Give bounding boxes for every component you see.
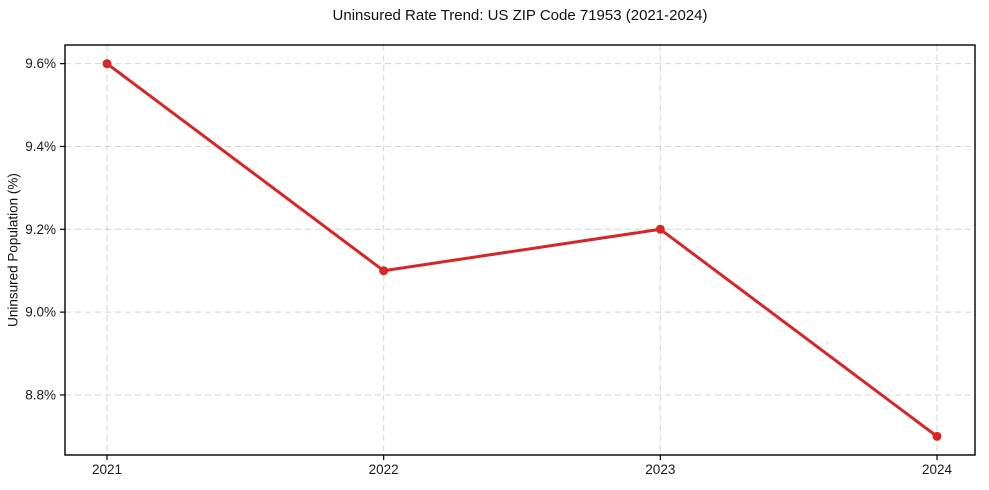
- y-tick-label: 9.2%: [25, 222, 56, 237]
- data-point-marker: [379, 266, 389, 276]
- x-tick-label: 2022: [369, 462, 399, 477]
- y-tick-label: 8.8%: [25, 387, 56, 402]
- x-tick-label: 2021: [92, 462, 122, 477]
- series-line: [105, 62, 939, 438]
- x-tick-label: 2024: [922, 462, 953, 477]
- data-point-marker: [932, 431, 942, 441]
- data-point-marker: [655, 224, 665, 234]
- x-tick-label: 2023: [645, 462, 675, 477]
- y-tick-label: 9.6%: [25, 56, 56, 71]
- chart-title: Uninsured Rate Trend: US ZIP Code 71953 …: [332, 7, 708, 24]
- y-tick-label: 9.4%: [25, 139, 56, 154]
- data-point-marker: [102, 59, 112, 69]
- plot-border: [64, 44, 976, 456]
- y-tick-label: 9.0%: [25, 305, 56, 320]
